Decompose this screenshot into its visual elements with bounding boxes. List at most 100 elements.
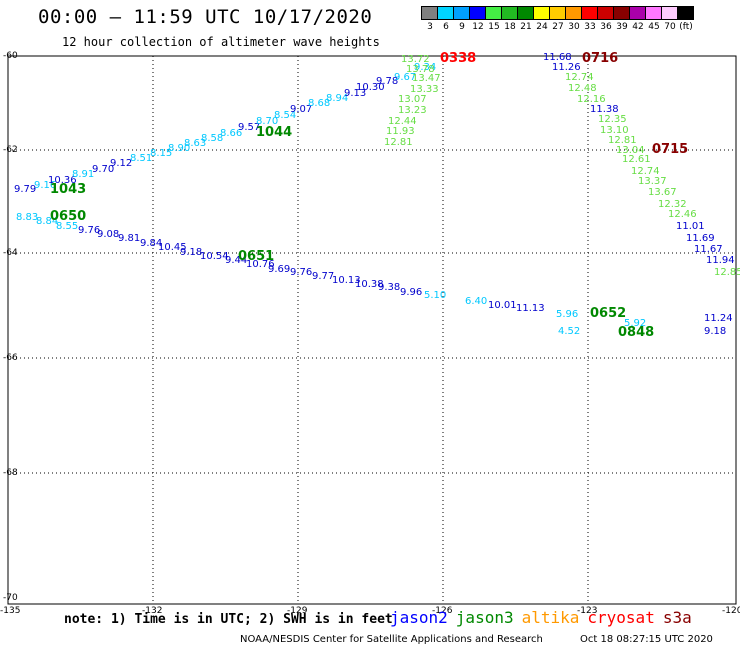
wave-height-label: 11.68 xyxy=(543,52,572,63)
wave-height-label: 8.90 xyxy=(168,143,190,154)
lat-label: -66 xyxy=(3,353,18,363)
wave-height-label: 9.77 xyxy=(312,271,334,282)
satellite-name: jason3 xyxy=(455,608,514,627)
color-legend-label: 70 xyxy=(664,22,676,32)
color-swatch xyxy=(677,6,694,20)
wave-height-label: 8.54 xyxy=(274,110,296,121)
wave-height-label: 10.30 xyxy=(356,82,385,93)
wave-height-label: 11.13 xyxy=(516,303,545,314)
wave-height-label: 10.45 xyxy=(158,242,187,253)
wave-height-label: 5.92 xyxy=(624,318,646,329)
lat-label: -60 xyxy=(3,51,18,61)
wave-height-label: 8.58 xyxy=(201,133,223,144)
wave-height-label: 9.18 xyxy=(704,326,726,337)
wave-height-label: 12.44 xyxy=(388,116,417,127)
wave-height-label: 9.08 xyxy=(97,229,119,240)
pass-time-label: 1044 xyxy=(256,125,292,140)
wave-height-label: 11.94 xyxy=(706,255,735,266)
wave-height-label: 10.54 xyxy=(200,251,229,262)
color-legend-label: 18 xyxy=(504,22,516,32)
wave-height-label: 13.78 xyxy=(406,64,435,75)
color-legend-label: 24 xyxy=(536,22,548,32)
color-legend-labels: 3 6 9 12 15 18 21 24 27 30 33 36 39 42 45 70 (ft) xyxy=(422,22,694,32)
pass-time-label: 0848 xyxy=(618,325,654,340)
wave-height-label: 9.16 xyxy=(34,180,56,191)
satellite-name: altika xyxy=(521,608,580,627)
pass-time-label: 0652 xyxy=(590,306,626,321)
map-grid xyxy=(8,56,736,604)
wave-height-label: 12.74 xyxy=(631,166,660,177)
wave-height-label: 8.94 xyxy=(326,93,348,104)
lon-label: -132 xyxy=(142,606,162,616)
wave-height-label: 12.35 xyxy=(598,114,627,125)
wave-height-label: 12.48 xyxy=(568,83,597,94)
color-legend-label: 21 xyxy=(520,22,532,32)
wave-height-label: 11.67 xyxy=(694,244,723,255)
time-labels: 1043 0650 1044 0651 0338 0716 0715 0652 0848 xyxy=(50,51,688,340)
lon-label: -123 xyxy=(577,606,597,616)
wave-height-label: 10.38 xyxy=(355,279,384,290)
satellite-legend: jason2 jason3 altika cryosat s3a xyxy=(390,608,692,627)
timestamp-text: Oct 18 08:27:15 UTC 2020 xyxy=(580,634,713,645)
pass-time-label: 0650 xyxy=(50,209,86,224)
wave-height-label: 11.01 xyxy=(676,221,705,232)
wave-height-label: 9.18 xyxy=(180,247,202,258)
wave-height-label: 11.24 xyxy=(704,313,733,324)
wave-height-label: 10.13 xyxy=(332,275,361,286)
pass-time-label: 0716 xyxy=(582,51,618,66)
color-legend-label: 12 xyxy=(472,22,484,32)
lat-label: -70 xyxy=(3,593,18,603)
wave-height-label: 9.70 xyxy=(92,164,114,175)
wave-height-label: 13.10 xyxy=(600,125,629,136)
wave-height-label: 12.16 xyxy=(577,94,606,105)
wave-height-label: 13.04 xyxy=(616,145,645,156)
wave-height-label: 8.66 xyxy=(220,128,242,139)
color-legend-label: 45 xyxy=(648,22,660,32)
wave-height-label: 8.91 xyxy=(72,169,94,180)
color-legend-label: 27 xyxy=(552,22,564,32)
wave-height-label: 12.81 xyxy=(384,137,413,148)
wave-height-label: 9.76 xyxy=(78,225,100,236)
wave-height-label: 9.67 xyxy=(394,72,416,83)
color-legend-label: 3 xyxy=(427,22,433,32)
wave-height-label: 13.23 xyxy=(398,105,427,116)
wave-height-label: 9.81 xyxy=(118,233,140,244)
color-legend-label: (ft) xyxy=(679,22,693,32)
wave-height-label: 9.79 xyxy=(14,184,36,195)
wave-height-label: 6.40 xyxy=(465,296,487,307)
lon-label: -126 xyxy=(432,606,453,616)
footer-note: note: 1) Time is in UTC; 2) SWH is in fe… xyxy=(64,612,393,627)
pass-time-label: 0651 xyxy=(238,249,274,264)
color-legend-label: 39 xyxy=(616,22,628,32)
page-title: 00:00 – 11:59 UTC 10/17/2020 xyxy=(38,6,373,28)
axis-labels: -60 -62 -64 -66 -68 -70 -135 -132 -129 -126 -123 -1… xyxy=(0,51,740,616)
wave-height-label: 8.55 xyxy=(56,221,78,232)
wave-height-label: 13.07 xyxy=(398,94,427,105)
wave-height-label: 12.85 xyxy=(714,267,740,278)
wave-height-label: 9.84 xyxy=(140,238,162,249)
lat-label: -64 xyxy=(3,248,18,258)
credit-text: NOAA/NESDIS Center for Satellite Applica… xyxy=(240,634,543,645)
wave-height-label: 9.13 xyxy=(344,88,366,99)
wave-height-label: 9.38 xyxy=(378,282,400,293)
wave-height-label: 11.38 xyxy=(590,104,619,115)
satellite-name: s3a xyxy=(662,608,692,627)
lon-label: -129 xyxy=(287,606,308,616)
wave-height-label: 10.76 xyxy=(246,259,275,270)
color-legend xyxy=(421,6,694,20)
color-legend-label: 6 xyxy=(443,22,449,32)
wave-height-label: 5.10 xyxy=(424,290,446,301)
wave-height-label: 9.96 xyxy=(400,287,422,298)
pass-time-label: 0715 xyxy=(652,142,688,157)
wave-height-label: 11.26 xyxy=(552,62,581,73)
map-frame xyxy=(7,55,737,605)
lon-label: -135 xyxy=(0,606,20,616)
track-labels: 9.799.1610.368.919.709.128.518.158.908.6… xyxy=(14,52,740,337)
wave-height-label: 8.84 xyxy=(36,216,58,227)
wave-height-label: 9.07 xyxy=(290,104,312,115)
wave-height-label: 8.63 xyxy=(184,138,206,149)
wave-height-label: 9.78 xyxy=(376,76,398,87)
wave-height-label: 8.70 xyxy=(256,116,278,127)
wave-height-label: 9.69 xyxy=(268,264,290,275)
